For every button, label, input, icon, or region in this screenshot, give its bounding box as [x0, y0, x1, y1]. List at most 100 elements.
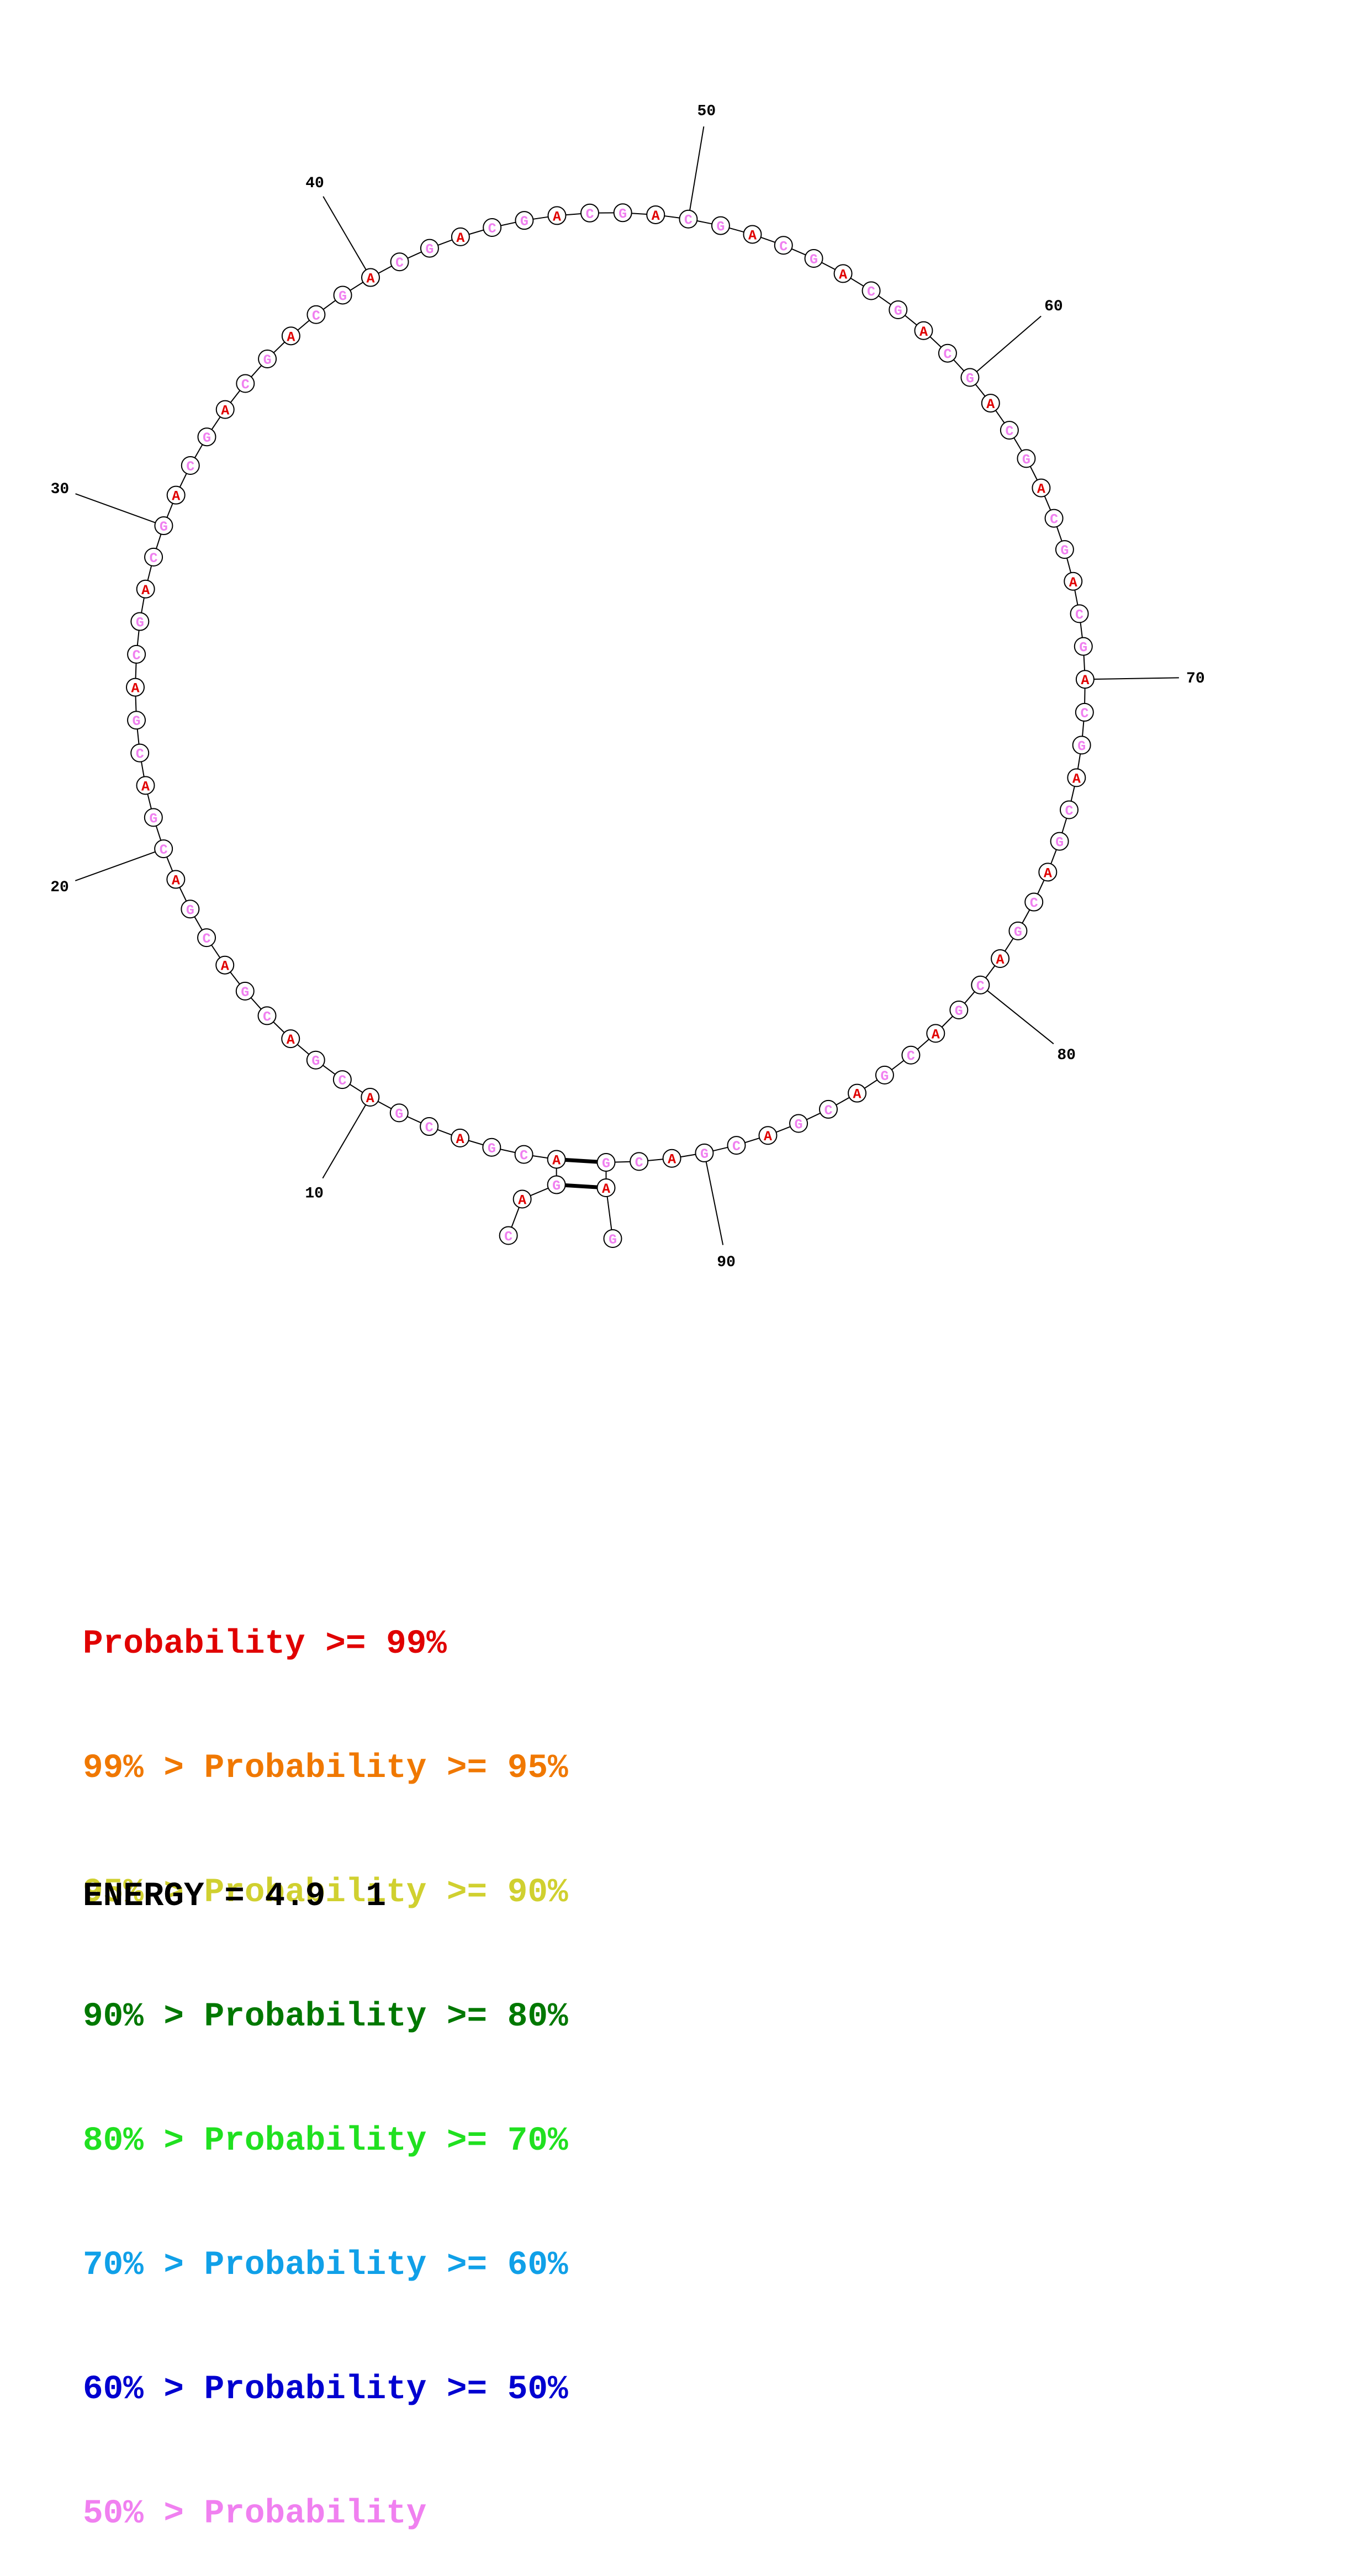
nucleotide-letter: C [779, 239, 787, 255]
nucleotide: A [597, 1179, 615, 1197]
nucleotide: A [1076, 670, 1094, 689]
nucleotide: G [614, 204, 632, 222]
nucleotide: G [181, 900, 199, 918]
nucleotide-letter: G [339, 288, 347, 304]
nucleotide: G [307, 1051, 325, 1070]
nucleotide: A [216, 956, 234, 975]
nucleotide-letter: G [311, 1054, 320, 1070]
nucleotide-letter: G [1077, 738, 1086, 754]
nucleotide-letter: A [287, 329, 295, 345]
tick-label: 80 [1057, 1047, 1076, 1064]
nucleotide: C [258, 1007, 276, 1025]
tick-label: 20 [50, 879, 69, 896]
tick-label: 90 [717, 1254, 736, 1271]
nucleotide: C [775, 236, 792, 255]
nucleotide-letter: G [520, 214, 528, 230]
legend-label: Probability >= 95% [204, 1749, 568, 1787]
nucleotide-letter: C [425, 1120, 434, 1136]
nucleotide-letter: G [619, 206, 627, 222]
legend-prefix: 70% > [83, 2246, 204, 2284]
nucleotide: G [515, 211, 533, 230]
nucleotide-letter: C [824, 1103, 833, 1119]
legend-prefix: 80% > [83, 2122, 204, 2160]
nucleotide-letter: G [955, 1003, 963, 1019]
tick-label: 30 [51, 481, 70, 498]
nucleotide-letter: C [907, 1049, 915, 1065]
nucleotide-letter: C [338, 1073, 346, 1089]
nucleotide-letter: G [609, 1232, 617, 1248]
tick-line [323, 197, 371, 278]
nucleotide-letter: A [986, 396, 995, 412]
legend-prefix: 90% > [83, 1998, 204, 2036]
nucleotide-letter: A [1037, 482, 1045, 498]
nucleotide-letter: C [1005, 424, 1013, 440]
tick-line [688, 126, 704, 219]
nucleotide: A [759, 1126, 776, 1145]
tick-line [980, 985, 1054, 1044]
nucleotide: A [982, 394, 1000, 412]
nucleotide-letter: A [1081, 673, 1089, 689]
nucleotide-letter: G [716, 219, 725, 235]
legend-row: 99% > Probability >= 95% [83, 1748, 568, 1789]
nucleotide: C [334, 1071, 351, 1089]
tick-label: 50 [697, 103, 716, 120]
nucleotide-letter: A [1044, 865, 1052, 881]
nucleotide: G [1017, 449, 1035, 468]
nucleotide: C [236, 374, 254, 393]
nucleotide-letter: G [552, 1178, 561, 1194]
nucleotide: A [167, 871, 184, 889]
nucleotide-letter: C [1065, 803, 1073, 819]
nucleotide-letter: A [456, 230, 464, 246]
nucleotide-letter: C [520, 1148, 528, 1164]
nucleotide-letter: A [553, 209, 561, 225]
nucleotide: C [145, 548, 162, 567]
legend-prefix: 60% > [83, 2371, 204, 2409]
tick-line [323, 1097, 370, 1178]
nucleotide-letter: C [1080, 706, 1088, 722]
nucleotide-letter: A [172, 873, 180, 889]
nucleotide-letter: C [203, 931, 211, 947]
nucleotide-letter: G [136, 615, 144, 631]
nucleotide: C [1045, 510, 1063, 528]
nucleotide-letter: A [366, 1091, 374, 1107]
nucleotide: A [1067, 769, 1085, 787]
nucleotide: A [743, 225, 761, 244]
nucleotide: G [334, 286, 352, 304]
nucleotide: G [131, 613, 149, 631]
nucleotide: G [950, 1001, 968, 1019]
nucleotide: G [128, 711, 145, 729]
nucleotide-letter: A [141, 779, 150, 795]
nucleotide: C [1025, 893, 1043, 912]
nucleotide-letter: G [795, 1117, 803, 1133]
nucleotide: G [483, 1139, 500, 1157]
energy-label: ENERGY = 4.9 1 [83, 1877, 386, 1916]
nucleotide: C [155, 840, 172, 858]
nucleotide: A [362, 269, 379, 287]
nucleotide: A [548, 1150, 565, 1168]
nucleotide: G [421, 240, 438, 258]
nucleotide-letter: C [186, 459, 194, 475]
nucleotide: C [939, 345, 956, 363]
legend-label: Probability [204, 2495, 427, 2533]
nucleotide-letter: C [241, 377, 250, 393]
tick-line [75, 849, 163, 881]
nucleotide: G [258, 350, 276, 368]
nucleotide: G [390, 1104, 408, 1122]
nucleotide: A [1032, 479, 1050, 498]
nucleotide: A [451, 1129, 469, 1147]
nucleotide-letter: C [263, 1009, 271, 1025]
nucleotide: A [991, 950, 1009, 968]
nucleotide: C [820, 1101, 837, 1119]
nucleotide-letter: A [1072, 771, 1081, 787]
nucleotide-letter: C [504, 1229, 512, 1245]
tick-label: 10 [305, 1186, 324, 1203]
nucleotide-letter: A [366, 271, 374, 287]
nucleotide: G [1075, 638, 1092, 656]
nucleotide-letter: A [221, 959, 229, 975]
nucleotide: C [863, 282, 880, 300]
nucleotide: G [1051, 833, 1069, 851]
nucleotide: G [548, 1176, 565, 1194]
legend-row: 50% > Probability [83, 2493, 568, 2535]
nucleotide-letter: G [1060, 543, 1069, 559]
nucleotide-letter: C [395, 255, 404, 271]
